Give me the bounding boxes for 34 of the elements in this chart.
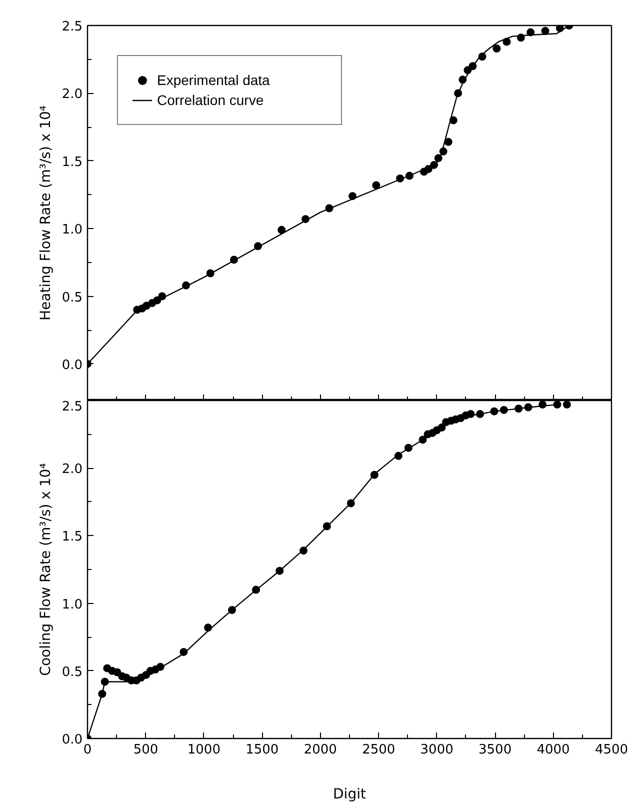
y-tick-label: 2.5 [62, 400, 83, 414]
y-tick-label: 0.0 [62, 358, 83, 373]
y-tick-label: 0.5 [62, 290, 83, 306]
y-tick-label: 2.5 [62, 20, 83, 34]
y-tick-label: 1.5 [62, 154, 83, 170]
y-tick-label: 1.0 [62, 597, 83, 612]
point [444, 138, 452, 146]
point [556, 26, 564, 32]
y-axis-title: Heating Flow Rate (m³/s) x 10⁴ [38, 105, 54, 321]
y-tick-label: 0.5 [62, 664, 83, 680]
legend-label: Correlation curve [157, 92, 265, 108]
x-tick-label: 2500 [362, 742, 396, 758]
legend-label: Experimental data [157, 72, 271, 88]
x-tick-label: 4500 [594, 742, 628, 758]
y-tick-label: 2.0 [62, 87, 83, 102]
x-tick-label: 3500 [478, 742, 512, 758]
x-tick-label: 3000 [420, 742, 454, 758]
point [492, 44, 501, 53]
x-tick-label: 0 [83, 742, 92, 758]
x-tick-label: 4000 [536, 742, 570, 758]
y-tick-label: 1.0 [62, 222, 83, 238]
y-axis-title: Cooling Flow Rate (m³/s) x 10⁴ [38, 462, 54, 676]
point [278, 226, 286, 234]
point [562, 400, 571, 409]
y-tick-label: 0.0 [62, 732, 83, 748]
point [553, 400, 562, 409]
x-axis-title: Digit [333, 786, 366, 802]
x-tick-label: 1500 [246, 742, 279, 758]
point [372, 181, 380, 190]
y-tick-label: 1.5 [62, 530, 83, 545]
x-tick-label: 1000 [187, 742, 220, 758]
x-tick-label: 500 [133, 742, 158, 758]
y-tick-label: 2.0 [62, 462, 83, 478]
x-tick-label: 2000 [304, 742, 337, 758]
